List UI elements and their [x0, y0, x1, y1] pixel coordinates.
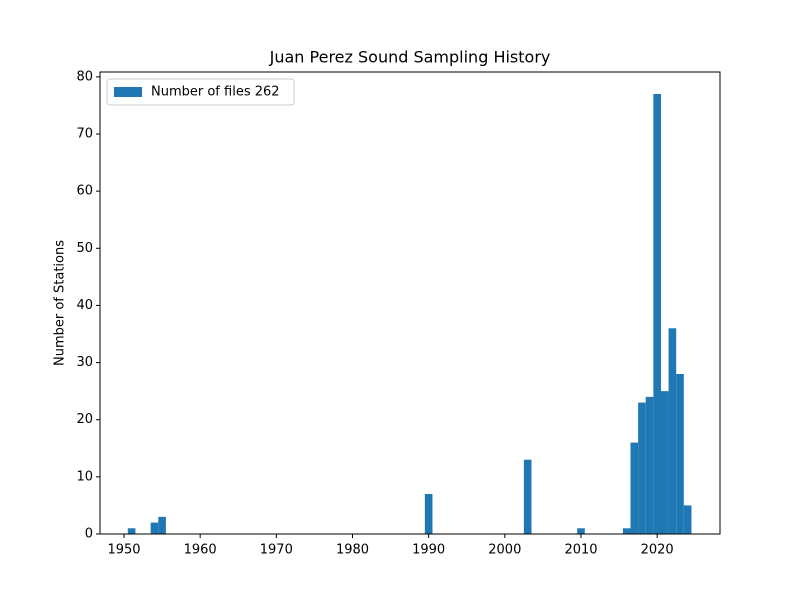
- y-tick-label: 70: [76, 127, 93, 142]
- axes-frame: [99, 71, 721, 535]
- bar: [668, 328, 677, 534]
- y-tick-label: 80: [76, 69, 93, 84]
- bar: [424, 494, 433, 534]
- legend-label: Number of files 262: [151, 85, 280, 100]
- bar: [127, 528, 136, 534]
- bar: [523, 459, 532, 534]
- x-tick-label: 1970: [260, 543, 293, 558]
- y-tick-label: 0: [85, 527, 93, 542]
- x-tick-label: 2000: [488, 543, 521, 558]
- bar: [638, 402, 646, 534]
- bar: [683, 505, 692, 534]
- bar: [577, 528, 585, 534]
- legend-swatch: [114, 87, 142, 97]
- bar: [676, 374, 684, 534]
- chart-title: Juan Perez Sound Sampling History: [269, 48, 551, 67]
- x-tick-label: 1980: [336, 543, 369, 558]
- y-axis-label: Number of Stations: [53, 240, 68, 366]
- x-tick-label: 2020: [641, 543, 674, 558]
- y-tick-label: 60: [76, 184, 93, 199]
- y-tick-label: 50: [76, 241, 93, 256]
- legend-box: [106, 78, 295, 106]
- bar: [653, 94, 661, 534]
- x-tick-label: 2010: [564, 543, 597, 558]
- bar: [150, 522, 159, 534]
- x-tick-label: 1990: [412, 543, 445, 558]
- y-tick-label: 20: [76, 412, 93, 427]
- bar: [622, 528, 631, 534]
- bar: [630, 442, 639, 534]
- x-tick-label: 1960: [184, 543, 217, 558]
- bar: [158, 516, 166, 534]
- bar: [645, 396, 654, 534]
- bar: [660, 391, 669, 534]
- y-tick-label: 10: [76, 469, 93, 484]
- y-tick-label: 30: [76, 355, 93, 370]
- y-tick-label: 40: [76, 298, 93, 313]
- x-tick-label: 1950: [107, 543, 140, 558]
